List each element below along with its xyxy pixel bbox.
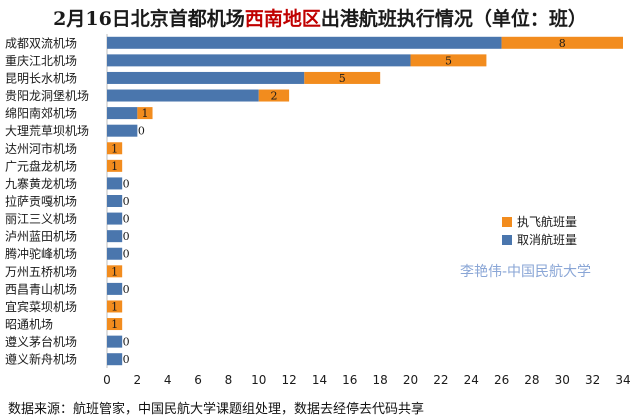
x-tick-label: 26 (494, 373, 509, 387)
data-label-executed: 0 (123, 177, 130, 190)
category-label: 昆明长水机场 (5, 71, 77, 85)
category-label: 腾冲驼峰机场 (5, 246, 77, 261)
data-label-executed: 0 (123, 283, 130, 296)
bar-cancelled (107, 36, 502, 49)
category-label: 达州河市机场 (5, 141, 77, 156)
data-label-executed: 1 (141, 107, 148, 120)
bar-cancelled (107, 335, 123, 348)
data-label-executed: 8 (559, 37, 566, 50)
legend-label-cancelled: 取消航班量 (517, 232, 577, 247)
bar-cancelled (107, 89, 259, 102)
legend-label-executed: 执飞航班量 (517, 214, 577, 229)
data-label-executed: 1 (111, 265, 118, 278)
bar-executed (137, 107, 153, 120)
data-label-executed: 0 (123, 195, 130, 208)
data-label-executed: 1 (111, 160, 118, 173)
x-tick-label: 10 (251, 373, 266, 387)
x-tick-label: 4 (164, 373, 172, 387)
data-label-executed: 0 (123, 230, 130, 243)
bar-cancelled (107, 54, 411, 67)
data-label-executed: 1 (111, 142, 118, 155)
category-label: 万州五桥机场 (5, 265, 77, 279)
x-tick-label: 8 (225, 373, 233, 387)
bar-executed (107, 318, 123, 331)
data-label-executed: 0 (138, 125, 145, 138)
bar-cancelled (107, 353, 123, 366)
data-label-executed: 2 (270, 90, 277, 103)
legend-swatch-cancelled (502, 235, 512, 245)
x-tick-label: 0 (103, 373, 111, 387)
bar-cancelled (107, 247, 123, 260)
data-label-executed: 0 (123, 248, 130, 261)
category-label: 昭通机场 (5, 318, 53, 332)
data-label-executed: 0 (123, 353, 130, 366)
category-label: 九寨黄龙机场 (5, 176, 77, 191)
bar-executed (107, 300, 123, 313)
category-label: 绵阳南郊机场 (5, 106, 77, 121)
bar-executed (258, 89, 290, 102)
x-tick-label: 32 (585, 373, 600, 387)
category-label: 重庆江北机场 (5, 54, 77, 68)
x-tick-label: 30 (555, 373, 570, 387)
x-tick-label: 16 (342, 373, 357, 387)
category-label: 泸州蓝田机场 (5, 230, 77, 244)
legend-swatch-executed (502, 217, 512, 227)
category-label: 西昌青山机场 (5, 282, 77, 296)
category-label: 大理荒草坝机场 (5, 124, 89, 138)
watermark-text: 李艳伟-中国民航大学 (460, 264, 591, 280)
data-label-executed: 0 (123, 336, 130, 349)
data-label-executed: 5 (445, 54, 452, 67)
x-tick-label: 14 (312, 373, 327, 387)
category-label: 宜宾菜坝机场 (5, 299, 77, 314)
bar-cancelled (107, 212, 123, 225)
data-source-note: 数据来源：航班管家，中国民航大学课题组处理，数据去经停去代码共享 (8, 402, 425, 417)
x-tick-label: 12 (281, 373, 296, 387)
category-label: 丽江三义机场 (5, 212, 77, 226)
x-tick-label: 24 (464, 373, 479, 387)
bar-cancelled (107, 230, 123, 243)
title-prefix: 2月16日北京首都机场 (53, 8, 245, 30)
bar-executed (501, 36, 623, 49)
title-highlight: 西南地区 (244, 8, 321, 30)
bar-cancelled (107, 124, 138, 137)
x-tick-label: 22 (433, 373, 448, 387)
x-tick-label: 20 (403, 373, 418, 387)
category-label: 拉萨贡嘎机场 (5, 194, 77, 209)
title-suffix: 出港航班执行情况（单位：班） (320, 8, 587, 30)
bar-executed (304, 71, 381, 84)
chart-title: 2月16日北京首都机场西南地区出港航班执行情况（单位：班） (0, 4, 640, 31)
data-label-executed: 0 (123, 213, 130, 226)
x-tick-label: 6 (194, 373, 202, 387)
bar-chart: 成都双流机场 8 重庆江北机场 5 昆明长水机场 5 贵阳龙洞堡机场 2 绵阳南郊机场 1 大理荒草… (5, 34, 631, 387)
x-tick-label: 18 (373, 373, 388, 387)
bar-cancelled (107, 107, 138, 120)
bar-cancelled (107, 282, 123, 295)
category-label: 成都双流机场 (5, 36, 77, 50)
bar-cancelled (107, 177, 123, 190)
data-label-executed: 5 (339, 72, 346, 85)
x-tick-label: 34 (615, 373, 630, 387)
bar-cancelled (107, 71, 305, 84)
bar-executed (410, 54, 487, 67)
bar-cancelled (107, 195, 123, 207)
data-label-executed: 1 (111, 300, 118, 313)
category-label: 遵义新舟机场 (5, 352, 77, 367)
x-tick-label: 2 (134, 373, 142, 387)
bar-executed (107, 159, 123, 172)
data-label-executed: 1 (111, 318, 118, 331)
bar-executed (107, 265, 123, 278)
category-label: 遵义茅台机场 (5, 334, 77, 349)
category-label: 广元盘龙机场 (5, 158, 77, 173)
x-tick-label: 28 (524, 373, 539, 387)
bar-executed (107, 142, 123, 155)
category-label: 贵阳龙洞堡机场 (5, 88, 89, 103)
